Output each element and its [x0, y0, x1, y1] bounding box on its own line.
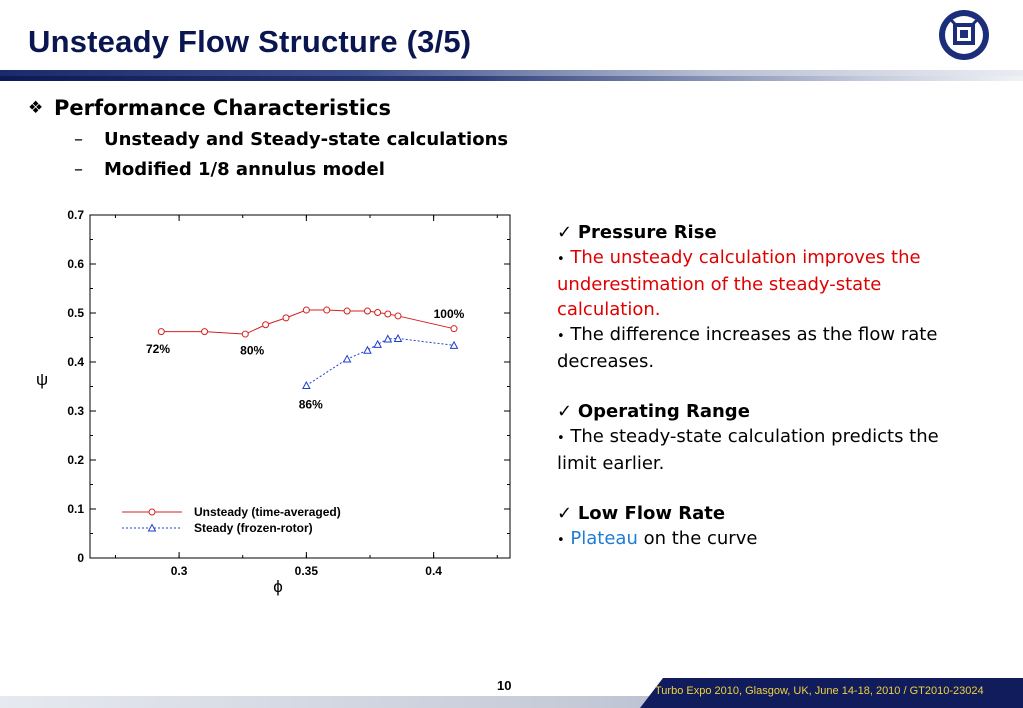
y-tick-label: 0.1: [67, 502, 84, 516]
data-point-unsteady: [282, 314, 290, 322]
slide-title: Unsteady Flow Structure (3/5): [28, 24, 472, 59]
data-point-unsteady: [450, 325, 458, 333]
footer-dark-band: [640, 678, 1023, 708]
operating-point: • The steady-state calculation predicts …: [557, 424, 957, 476]
flow-rate-annotation: 100%: [434, 307, 465, 321]
flow-rate-annotation: 72%: [146, 342, 170, 356]
pressure-point-2: • The difference increases as the flow r…: [557, 322, 957, 374]
data-point-unsteady: [323, 306, 331, 314]
y-tick-label: 0.6: [67, 257, 84, 271]
data-point-steady: [449, 340, 459, 349]
y-tick-label: 0.5: [67, 306, 84, 320]
heading-text: Operating Range: [577, 401, 750, 422]
check-icon: ✓: [557, 222, 573, 243]
legend-label: Steady (frozen-rotor): [194, 521, 313, 535]
university-logo: [939, 10, 989, 60]
data-point-steady: [363, 345, 372, 354]
check-icon: ✓: [557, 401, 573, 422]
main-bullet: ❖ Performance Characteristics: [28, 96, 391, 120]
y-tick-label: 0.3: [67, 404, 84, 418]
operating-range-heading: ✓ Operating Range: [557, 399, 957, 424]
sub-bullet-1: – Unsteady and Steady-state calculations: [74, 129, 508, 150]
flow-rate-annotation: 80%: [240, 344, 264, 358]
operating-point-text: The steady-state calculation predicts th…: [557, 426, 939, 474]
y-tick-label: 0.2: [67, 453, 84, 467]
data-point-steady: [373, 339, 382, 348]
data-point-unsteady: [343, 307, 351, 315]
y-tick-label: 0.4: [67, 355, 84, 369]
sub-bullet-text: Unsteady and Steady-state calculations: [104, 129, 509, 150]
page-number: 10: [497, 678, 512, 693]
data-point-unsteady: [201, 328, 209, 336]
x-tick-label: 0.4: [425, 564, 442, 578]
data-point-steady: [342, 354, 352, 363]
chart-legend: Unsteady (time-averaged) Steady (frozen-r…: [122, 505, 341, 535]
dash-marker: –: [74, 129, 83, 150]
sub-bullet-text: Modified 1/8 annulus model: [104, 159, 385, 180]
x-tick-label: 0.3: [171, 564, 188, 578]
pressure-point-1: • The unsteady calculation improves the …: [557, 245, 957, 322]
data-point-steady: [302, 380, 311, 390]
bullet-dot-icon: •: [557, 431, 565, 446]
pressure-rise-heading: ✓ Pressure Rise: [557, 220, 957, 245]
pressure-point-text: The unsteady calculation improves the un…: [557, 247, 921, 320]
legend-label: Unsteady (time-averaged): [194, 505, 341, 519]
plateau-word: Plateau: [570, 528, 638, 549]
low-flow-rest: on the curve: [637, 528, 758, 549]
data-point-unsteady: [374, 309, 382, 317]
heading-text: Pressure Rise: [577, 222, 717, 243]
data-point-steady: [383, 334, 393, 343]
bullet-dot-icon: •: [557, 329, 565, 344]
data-point-unsteady: [363, 307, 371, 315]
x-axis-label: ϕ: [273, 577, 283, 596]
low-flow-point: • Plateau on the curve: [557, 526, 957, 553]
data-point-unsteady: [241, 330, 249, 338]
data-point-unsteady: [302, 306, 310, 314]
main-bullet-text: Performance Characteristics: [54, 96, 391, 120]
notes-panel: ✓ Pressure Rise • The unsteady calculati…: [557, 220, 957, 553]
header-divider: [0, 70, 1023, 82]
performance-chart: 0 0.1 0.2 0.3 0.4 0.5 0.6 0.7 0.3 0.35 0.4 72% 80% 8…: [36, 208, 511, 596]
data-point-unsteady: [262, 321, 270, 329]
footer-citation: Turbo Expo 2010, Glasgow, UK, June 14-18…: [655, 685, 984, 697]
pressure-point-text: The difference increases as the flow rat…: [557, 324, 938, 372]
diamond-bullet-icon: ❖: [28, 98, 44, 118]
data-point-steady: [393, 333, 403, 342]
data-point-unsteady: [394, 312, 402, 320]
sub-bullet-2: – Modified 1/8 annulus model: [74, 159, 385, 180]
bullet-dot-icon: •: [557, 252, 565, 267]
x-tick-label: 0.35: [295, 564, 319, 578]
legend-marker: [147, 523, 157, 532]
heading-text: Low Flow Rate: [577, 503, 726, 524]
data-point-unsteady: [384, 310, 392, 318]
bullet-dot-icon: •: [557, 533, 565, 548]
y-axis-label: ψ: [36, 370, 48, 389]
check-icon: ✓: [557, 503, 573, 524]
y-tick-label: 0.7: [67, 208, 84, 222]
low-flow-heading: ✓ Low Flow Rate: [557, 501, 957, 526]
flow-rate-annotation: 86%: [299, 398, 323, 412]
dash-marker: –: [74, 159, 83, 180]
y-tick-label: 0: [77, 551, 84, 565]
data-point-unsteady: [157, 328, 165, 336]
legend-marker: [148, 508, 156, 516]
